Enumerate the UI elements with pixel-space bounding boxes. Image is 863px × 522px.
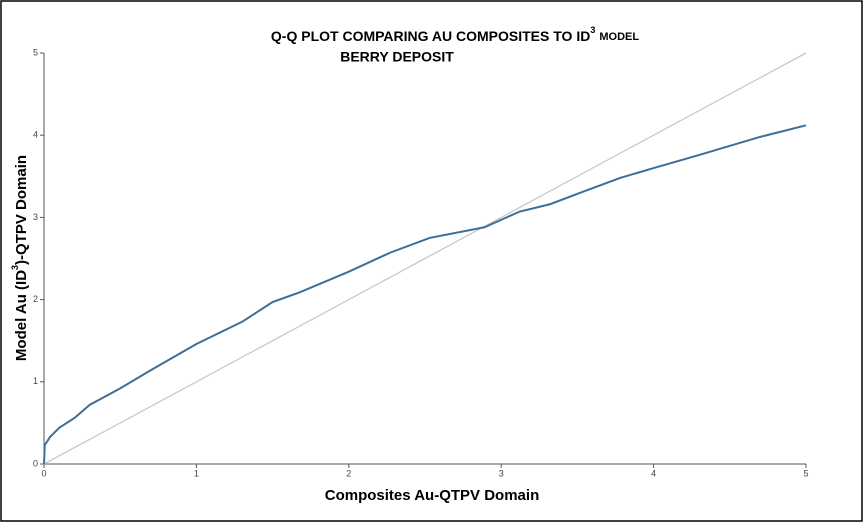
y-tick-label: 3 xyxy=(33,212,38,222)
y-axis-label: Model Au (ID3)-QTPV Domain xyxy=(10,155,30,361)
y-tick-label: 0 xyxy=(33,458,38,468)
x-tick-label: 5 xyxy=(803,468,808,478)
title-main: Q-Q PLOT COMPARING AU COMPOSITES TO ID xyxy=(271,28,590,44)
x-tick-label: 0 xyxy=(41,468,46,478)
y-tick-label: 2 xyxy=(33,294,38,304)
qq-line xyxy=(43,124,807,465)
x-axis-label: Composites Au-QTPV Domain xyxy=(325,487,539,504)
chart-title: Q-Q PLOT COMPARING AU COMPOSITES TO ID3M… xyxy=(271,25,639,43)
y-label-sup: 3 xyxy=(10,265,20,270)
y-tick-label: 5 xyxy=(33,47,38,57)
title-end: MODEL xyxy=(599,31,639,43)
chart-subtitle: BERRY DEPOSIT xyxy=(340,49,454,65)
y-label-main: Model Au (ID xyxy=(13,270,30,361)
reference-line xyxy=(43,52,807,465)
x-tick-label: 2 xyxy=(346,468,351,478)
x-tick-label: 1 xyxy=(194,468,199,478)
y-tick-label: 4 xyxy=(33,130,38,140)
x-tick-label: 4 xyxy=(651,468,656,478)
y-label-end: )-QTPV Domain xyxy=(13,155,30,265)
y-tick-label: 1 xyxy=(33,376,38,386)
x-tick-label: 3 xyxy=(499,468,504,478)
title-sup: 3 xyxy=(590,25,595,35)
